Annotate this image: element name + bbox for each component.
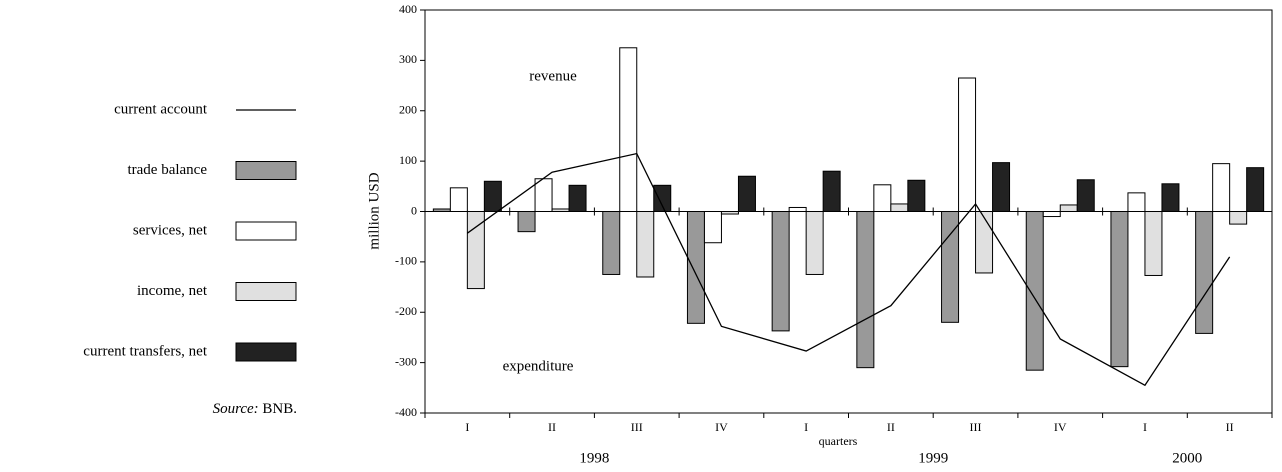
bar	[1212, 163, 1231, 213]
bar	[1161, 183, 1180, 212]
x-tick-label: IV	[715, 420, 728, 434]
bar	[1246, 167, 1265, 212]
legend-label: current transfers, net	[83, 343, 208, 359]
source-label: Source:	[213, 401, 259, 417]
bar	[568, 184, 587, 212]
bar	[686, 211, 705, 324]
bar	[788, 206, 807, 213]
bar	[856, 211, 875, 369]
year-label: 2000	[1172, 450, 1202, 466]
x-tick-label: II	[887, 420, 895, 434]
x-axis-label: quarters	[819, 434, 858, 448]
y-tick-label: -200	[395, 304, 417, 318]
bar	[907, 179, 926, 213]
bar	[517, 211, 536, 233]
x-tick-label: IV	[1054, 420, 1067, 434]
legend-swatch	[235, 221, 297, 241]
y-tick-label: 200	[399, 103, 417, 117]
x-tick-label: II	[1226, 420, 1234, 434]
bar	[1144, 211, 1163, 276]
bar	[483, 180, 502, 212]
source: Source: BNB.	[213, 401, 297, 417]
annotation: revenue	[529, 68, 577, 84]
legend-label: services, net	[133, 222, 208, 238]
y-tick-label: 0	[411, 203, 417, 217]
bar	[822, 170, 841, 212]
bar	[771, 211, 790, 332]
y-tick-label: 100	[399, 153, 417, 167]
legend-label: trade balance	[127, 162, 207, 178]
legend-label: current account	[114, 101, 208, 117]
bar	[636, 211, 655, 278]
bar	[1025, 211, 1044, 371]
bar	[958, 77, 977, 212]
bar	[1042, 211, 1061, 218]
bar	[1110, 211, 1129, 368]
bar	[602, 211, 621, 275]
x-tick-label: III	[631, 420, 643, 434]
legend-swatch	[235, 161, 297, 180]
y-tick-label: -100	[395, 254, 417, 268]
x-tick-label: II	[548, 420, 556, 434]
bar	[653, 184, 672, 212]
legend-swatch	[235, 282, 297, 301]
bar	[992, 162, 1011, 212]
bar	[703, 211, 722, 244]
source-text: BNB.	[262, 401, 297, 417]
x-tick-label: I	[1143, 420, 1147, 434]
line	[466, 152, 1231, 387]
bar	[890, 203, 909, 213]
x-tick-label: I	[804, 420, 808, 434]
bar	[534, 178, 553, 213]
bar	[449, 187, 468, 212]
bar	[1076, 179, 1095, 212]
legend-label: income, net	[137, 283, 208, 299]
bar	[805, 211, 824, 275]
bar	[1059, 204, 1078, 212]
bar	[975, 211, 994, 274]
bar	[737, 175, 756, 213]
y-tick-label: 300	[399, 52, 417, 66]
x-tick-label: III	[970, 420, 982, 434]
bar	[1195, 211, 1214, 334]
x-tick-label: I	[465, 420, 469, 434]
bar	[1127, 192, 1146, 213]
year-label: 1999	[918, 450, 948, 466]
y-tick-label: 400	[399, 2, 417, 16]
annotation: expenditure	[503, 358, 574, 374]
bar	[619, 47, 638, 212]
y-tick-label: -300	[395, 354, 417, 368]
y-axis-label: million USD	[366, 172, 382, 249]
legend-swatch	[235, 342, 297, 362]
bar	[1229, 211, 1248, 225]
year-label: 1998	[579, 450, 609, 466]
bar	[873, 184, 892, 213]
y-tick-label: -400	[395, 405, 417, 419]
